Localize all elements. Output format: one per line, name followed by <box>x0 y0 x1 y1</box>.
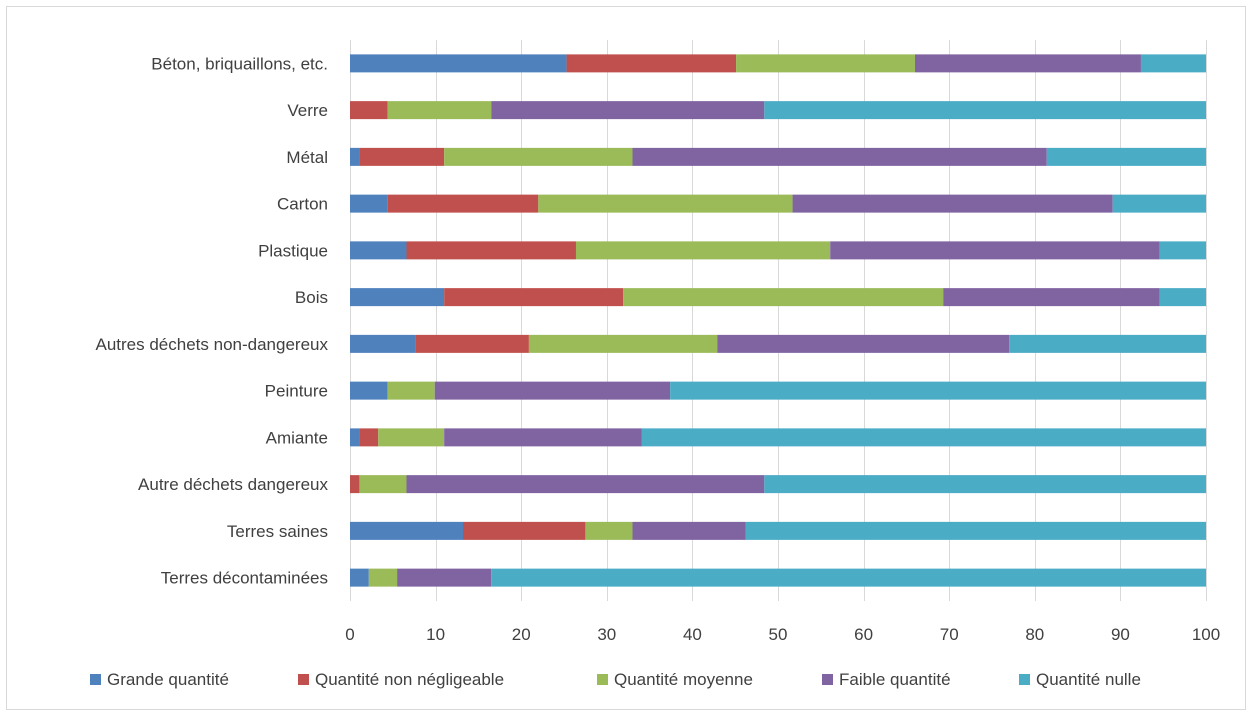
bar-segment <box>792 194 1113 213</box>
bar-segment <box>406 475 765 494</box>
x-tick-label: 50 <box>769 625 788 644</box>
x-tick-label: 100 <box>1192 625 1220 644</box>
category-label: Amiante <box>266 428 328 447</box>
category-label: Peinture <box>265 382 328 401</box>
category-label: Bois <box>295 288 328 307</box>
bar-segment <box>359 475 407 494</box>
x-tick-label: 90 <box>1111 625 1130 644</box>
bar-segment <box>406 241 576 260</box>
bar-segment <box>1046 147 1206 166</box>
bar-segment <box>943 288 1160 307</box>
x-axis-ticks: 0 10 20 30 40 50 60 70 80 90 100 <box>345 625 1220 644</box>
x-tick-label: 30 <box>597 625 616 644</box>
bar-segment <box>717 334 1010 353</box>
category-label: Verre <box>287 101 328 120</box>
category-label: Autre déchets dangereux <box>138 475 328 494</box>
bar-segment <box>670 381 1206 400</box>
bar-segment <box>914 54 1141 73</box>
bar-segment <box>528 334 718 353</box>
bar-segment <box>538 194 793 213</box>
bar-segment <box>623 288 944 307</box>
legend-label: Faible quantité <box>839 670 951 689</box>
bar-segment <box>387 194 539 213</box>
legend-label: Quantité nulle <box>1036 670 1141 689</box>
bar-segment <box>641 428 1206 447</box>
legend-swatch <box>597 674 608 685</box>
bar-segment <box>434 381 671 400</box>
bar-segment <box>350 288 445 307</box>
legend-swatch <box>1019 674 1030 685</box>
bar-segment <box>764 475 1206 494</box>
bar-segment <box>632 521 746 540</box>
bar-segment <box>359 147 445 166</box>
bar-segment <box>350 241 407 260</box>
bar-segment <box>491 568 1206 587</box>
bar-segment <box>1009 334 1206 353</box>
bar-segment <box>387 101 492 120</box>
bar-segment <box>462 521 586 540</box>
x-tick-label: 20 <box>512 625 531 644</box>
legend-label: Quantité non négligeable <box>315 670 504 689</box>
bar-segment <box>830 241 1160 260</box>
legend-swatch <box>822 674 833 685</box>
bar-segment <box>764 101 1206 120</box>
chart-frame <box>6 6 1246 710</box>
category-labels: Béton, briquaillons, etc. Verre Métal Carto… <box>96 54 329 587</box>
bar-segment <box>350 334 416 353</box>
category-label: Métal <box>286 148 328 167</box>
bar-segment <box>444 147 633 166</box>
category-label: Terres décontaminées <box>161 569 328 588</box>
category-label: Terres saines <box>227 522 328 541</box>
bar-segment <box>585 521 633 540</box>
bar-segment <box>350 568 369 587</box>
x-tick-label: 60 <box>854 625 873 644</box>
bar-segment <box>1159 241 1206 260</box>
bar-segment <box>350 428 360 447</box>
bar-segment <box>350 101 388 120</box>
legend: Grande quantité Quantité non négligeable Q… <box>90 670 1141 689</box>
legend-label: Quantité moyenne <box>614 670 753 689</box>
bar-segment <box>736 54 915 73</box>
bar-segment <box>745 521 1206 540</box>
bar-segment <box>350 381 388 400</box>
bar-segment <box>350 194 388 213</box>
bar-segment <box>1159 288 1206 307</box>
category-label: Béton, briquaillons, etc. <box>151 54 328 73</box>
bar-segment <box>632 147 1047 166</box>
bar-segment <box>350 521 463 540</box>
x-tick-label: 80 <box>1025 625 1044 644</box>
bar-segment <box>378 428 445 447</box>
bars <box>350 54 1206 587</box>
x-tick-label: 0 <box>345 625 354 644</box>
category-label: Autres déchets non-dangereux <box>96 335 329 354</box>
bar-segment <box>350 147 360 166</box>
bar-segment <box>1140 54 1206 73</box>
gridlines <box>350 40 1207 601</box>
bar-segment <box>1112 194 1206 213</box>
bar-segment <box>415 334 529 353</box>
bar-segment <box>359 428 379 447</box>
x-tick-label: 10 <box>426 625 445 644</box>
x-tick-label: 40 <box>683 625 702 644</box>
x-tick-label: 70 <box>940 625 959 644</box>
bar-segment <box>387 381 435 400</box>
bar-segment <box>397 568 492 587</box>
bar-segment <box>575 241 831 260</box>
bar-segment <box>566 54 737 73</box>
legend-label: Grande quantité <box>107 670 229 689</box>
legend-swatch <box>298 674 309 685</box>
bar-segment <box>491 101 765 120</box>
bar-segment <box>350 54 567 73</box>
bar-segment <box>444 428 642 447</box>
bar-segment <box>368 568 398 587</box>
bar-segment <box>444 288 624 307</box>
legend-swatch <box>90 674 101 685</box>
category-label: Carton <box>277 195 328 214</box>
category-label: Plastique <box>258 241 328 260</box>
bar-segment <box>350 475 360 494</box>
